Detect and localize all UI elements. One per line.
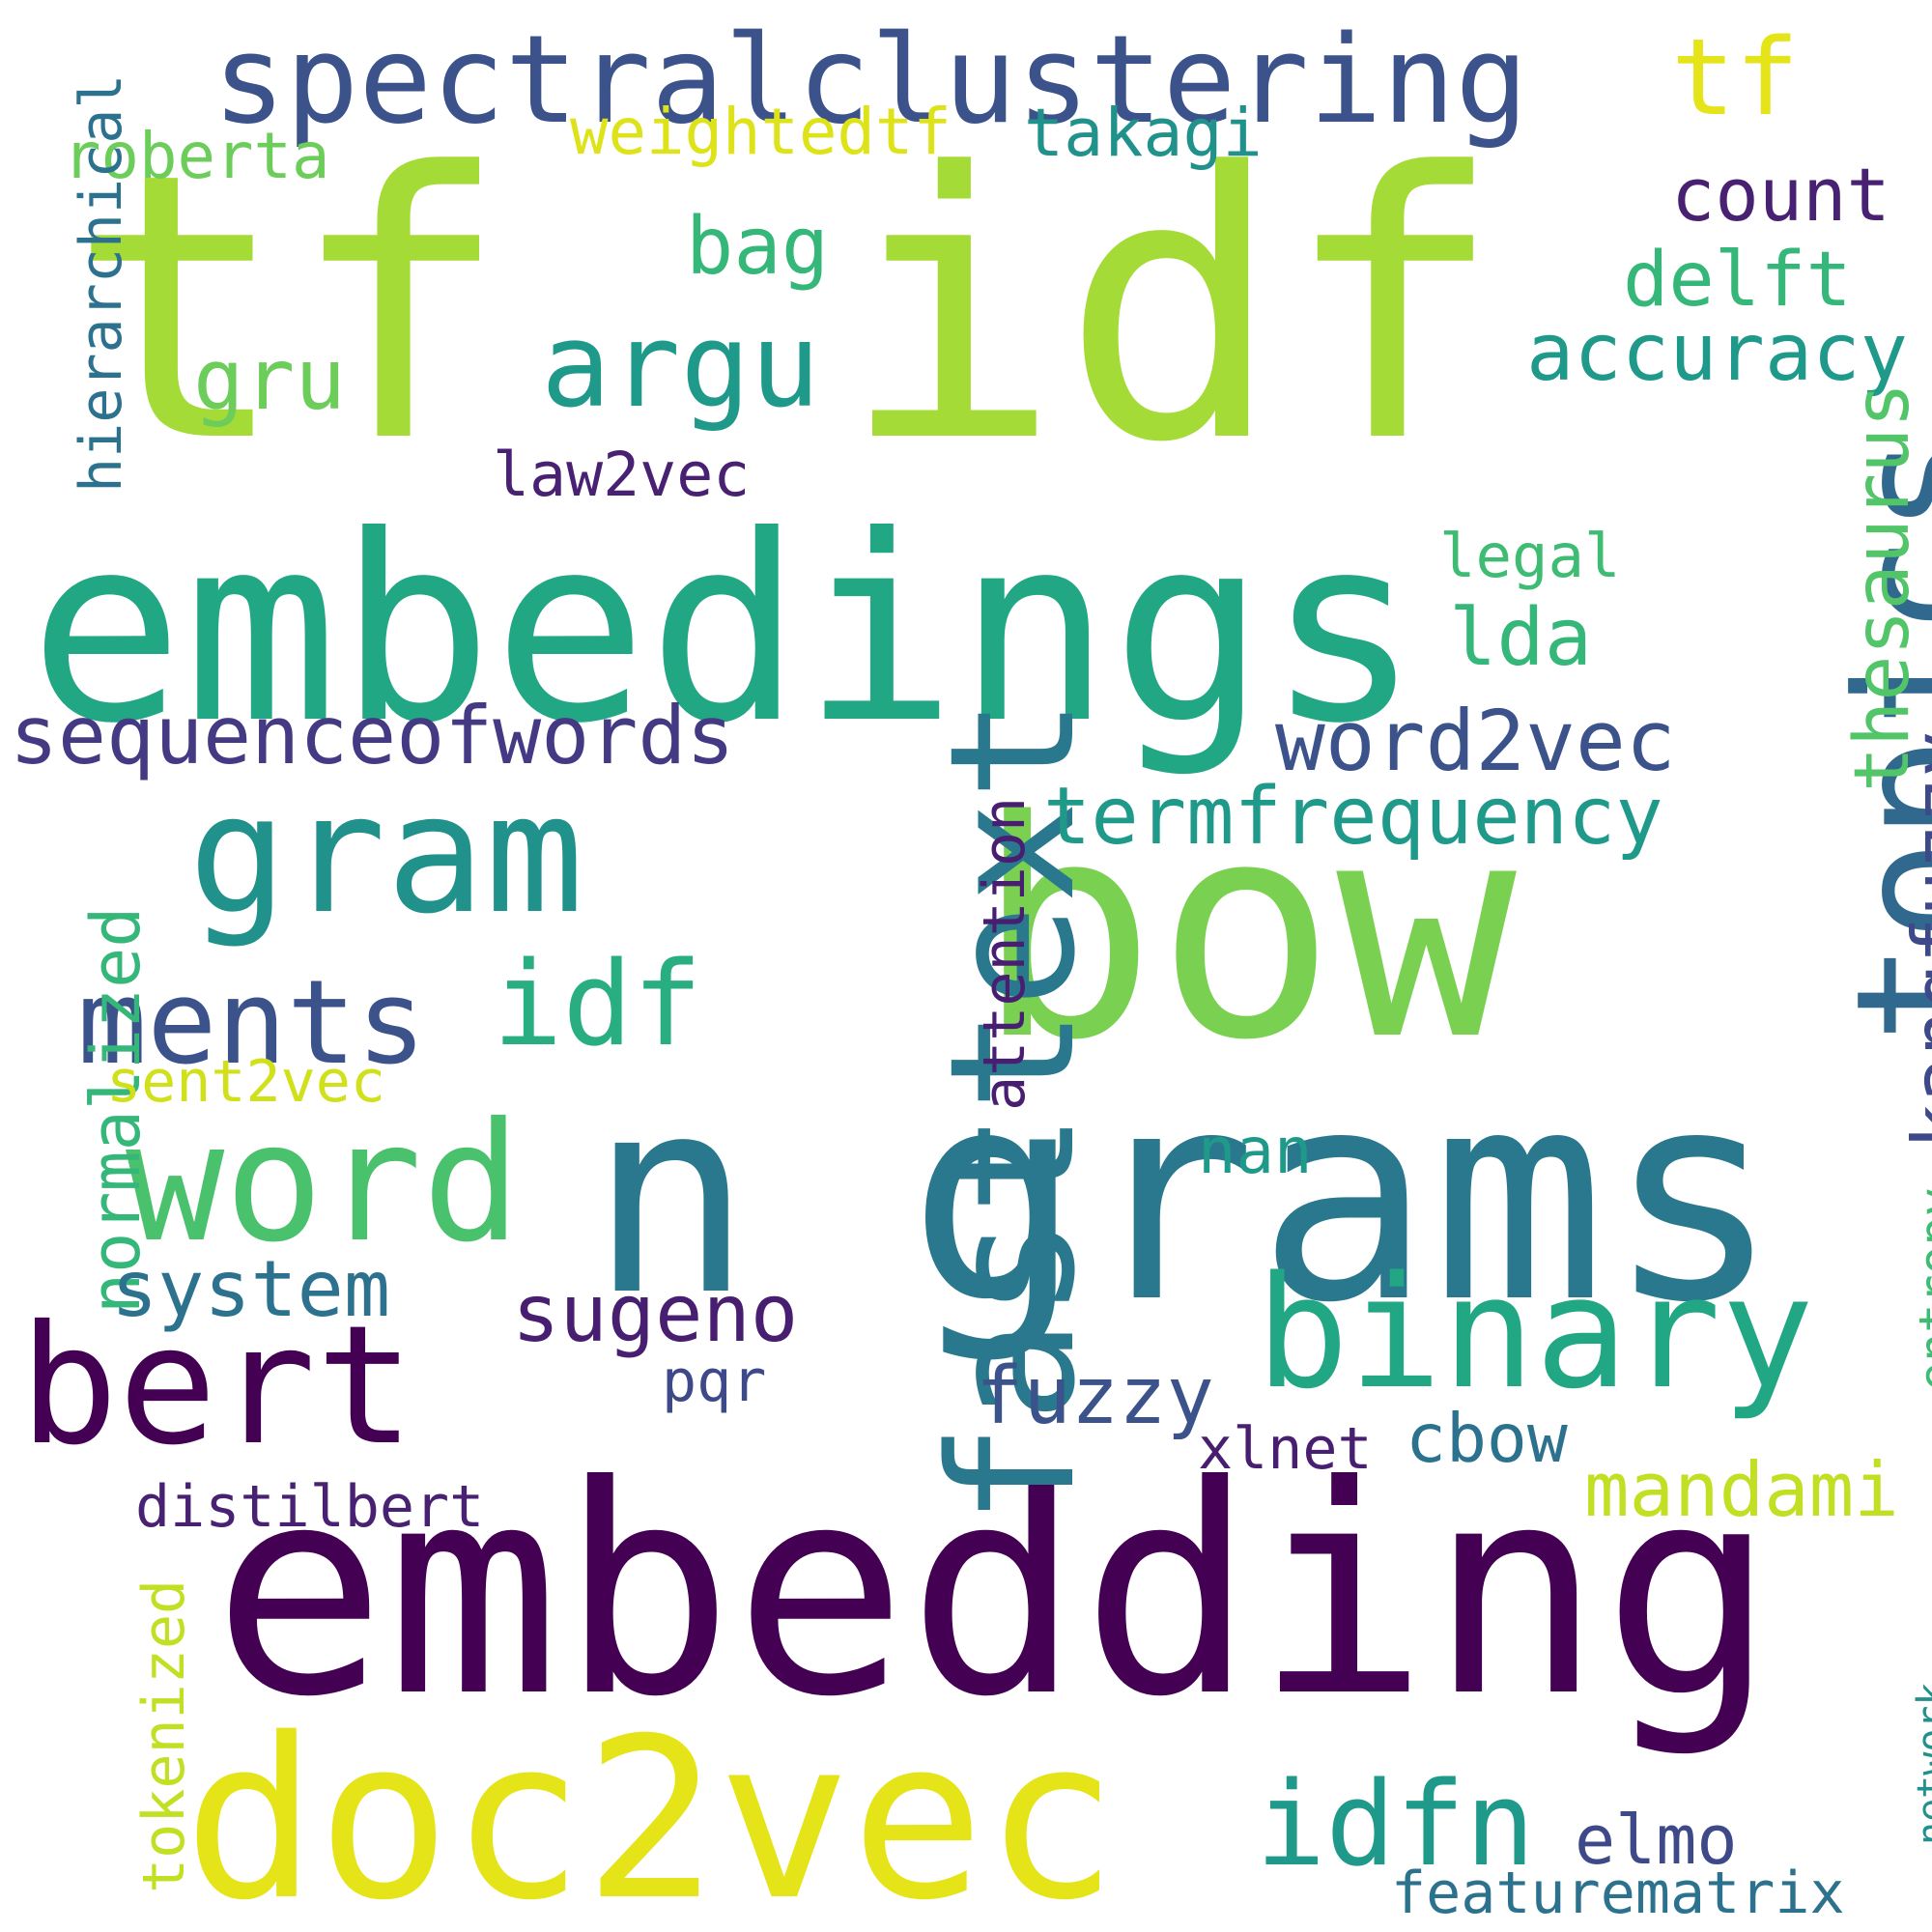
word-bert: bert bbox=[19, 1291, 415, 1482]
word-tf-large: tf bbox=[68, 95, 510, 523]
word-gru: gru bbox=[193, 330, 346, 429]
word-entropy: entropy bbox=[1909, 1187, 1932, 1391]
word-cbow: cbow bbox=[1406, 1400, 1568, 1478]
word-word2vec: word2vec bbox=[1275, 694, 1676, 790]
word-xlnet: xlnet bbox=[1198, 1415, 1373, 1483]
word-fuzzy: fuzzy bbox=[976, 1350, 1214, 1442]
word-doc2vec: doc2vec bbox=[184, 1691, 1119, 1932]
word-argu: argu bbox=[541, 299, 820, 434]
word-idf-small: idf bbox=[493, 937, 703, 1072]
word-embedding: embedding bbox=[213, 1425, 1776, 1760]
word-hierarchical: hierarchical bbox=[68, 73, 135, 493]
word-word: word bbox=[126, 1088, 522, 1279]
word-idfn: idfn bbox=[1256, 1758, 1535, 1892]
word-weightedtf: weightedtf bbox=[570, 96, 952, 169]
word-featurematrix: featurematrix bbox=[1391, 1860, 1845, 1927]
word-termfrequency: termfrequency bbox=[1043, 771, 1663, 863]
word-count: count bbox=[1671, 153, 1890, 238]
word-n: n bbox=[589, 1040, 753, 1355]
word-bag: bag bbox=[686, 201, 830, 293]
word-spectralclustering: spectralclustering bbox=[213, 9, 1529, 151]
word-tokenized: tokenized bbox=[130, 1578, 198, 1893]
word-delft: delft bbox=[1623, 235, 1852, 324]
word-law2vec: law2vec bbox=[493, 439, 751, 510]
word-grams: grams bbox=[908, 1029, 1781, 1366]
word-tf-small: tf bbox=[1671, 15, 1800, 139]
word-sugeno: sugeno bbox=[512, 1268, 799, 1360]
word-accuracy: accuracy bbox=[1526, 307, 1908, 399]
word-bow: bow bbox=[976, 757, 1517, 1106]
word-mandami: mandami bbox=[1584, 1447, 1899, 1534]
word-elmo: elmo bbox=[1575, 1801, 1738, 1880]
word-idf-large: idf bbox=[840, 95, 1504, 523]
word-attention: attention bbox=[971, 796, 1038, 1111]
word-legal: legal bbox=[1439, 521, 1621, 591]
word-embedings: embedings bbox=[29, 480, 1421, 780]
word-gram: gram bbox=[188, 759, 584, 951]
word-ments: ments bbox=[77, 956, 427, 1091]
word-sent2vec: sent2vec bbox=[106, 1048, 385, 1116]
word-system: system bbox=[111, 1244, 390, 1334]
word-kangfuzzy: kangfuzzy bbox=[1896, 730, 1932, 1150]
word-sequenceofwords: sequenceofwords bbox=[10, 689, 735, 782]
word-takagi: takagi bbox=[1024, 96, 1263, 172]
word-pqr: pqr bbox=[662, 1348, 767, 1415]
word-lda: lda bbox=[1449, 592, 1593, 684]
word-nan: nan bbox=[1198, 1115, 1313, 1188]
word-roberta: roberta bbox=[63, 120, 330, 193]
word-distilbert: distilbert bbox=[135, 1473, 485, 1541]
word-network: network bbox=[1910, 1682, 1932, 1845]
word-binary: binary bbox=[1256, 1242, 1814, 1423]
